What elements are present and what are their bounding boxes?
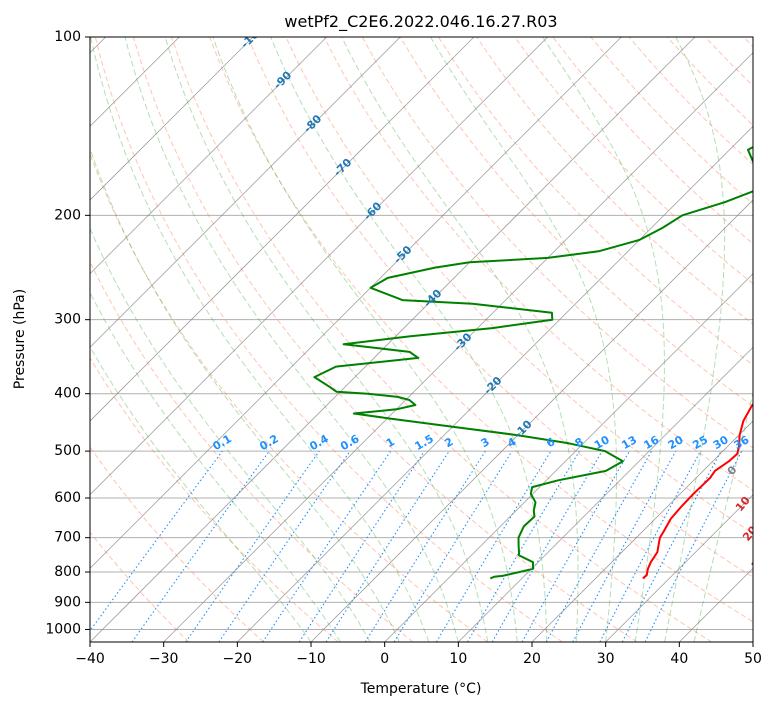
y-tick-label: 1000 [45, 621, 81, 637]
y-tick-label: 600 [54, 490, 81, 506]
x-tick-label: 20 [523, 651, 541, 667]
y-tick-label: 800 [54, 564, 81, 580]
y-tick-label: 100 [54, 29, 81, 45]
y-tick-label: 300 [54, 312, 81, 328]
x-tick-label: 40 [670, 651, 688, 667]
x-axis-label: Temperature (°C) [360, 681, 482, 697]
x-tick-label: 10 [449, 651, 467, 667]
y-tick-label: 200 [54, 207, 81, 223]
y-tick-label: 500 [54, 443, 81, 459]
y-axis-label: Pressure (hPa) [12, 289, 28, 389]
x-tick-label: −30 [149, 651, 179, 667]
x-tick-label: −40 [75, 651, 105, 667]
y-tick-label: 700 [54, 530, 81, 546]
x-tick-label: 0 [380, 651, 389, 667]
y-tick-label: 900 [54, 594, 81, 610]
x-tick-label: 30 [597, 651, 615, 667]
plot-background [90, 37, 753, 642]
isotherm-line [753, 37, 775, 642]
chart-title: wetPf2_C2E6.2022.046.16.27.R03 [284, 12, 557, 32]
y-tick-label: 400 [54, 386, 81, 402]
plot-area [90, 37, 753, 642]
x-tick-label: 50 [744, 651, 762, 667]
x-tick-label: −10 [296, 651, 326, 667]
x-tick-label: −20 [223, 651, 253, 667]
moist-adiabat-label: 40 [765, 580, 775, 600]
